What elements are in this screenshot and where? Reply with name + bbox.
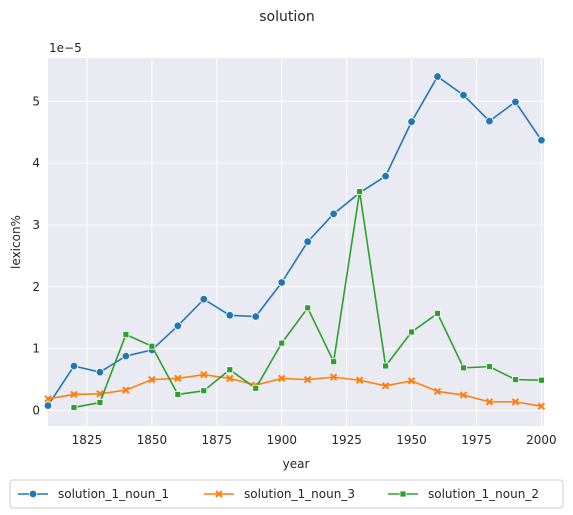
y-tick-label: 2: [32, 280, 40, 294]
data-point: [303, 237, 312, 246]
data-point: [381, 171, 390, 181]
legend-item: solution_1_noun_2: [388, 487, 539, 501]
data-point: [226, 374, 234, 383]
x-tick-label: 1875: [202, 433, 233, 447]
data-point: [122, 331, 130, 338]
data-point: [381, 382, 390, 390]
plot-area: [48, 58, 544, 426]
data-point: [173, 321, 183, 331]
y-tick-label: 0: [32, 404, 40, 418]
data-point: [226, 366, 234, 374]
y-axis-label: lexicon%: [9, 215, 23, 269]
series-layer: [43, 72, 546, 411]
y-tick-label: 5: [32, 94, 40, 108]
data-point: [44, 395, 52, 403]
data-point: [538, 376, 545, 384]
data-point: [486, 363, 493, 371]
data-point: [200, 370, 208, 379]
x-tick-label: 1950: [396, 433, 427, 447]
data-point: [148, 375, 156, 384]
data-point: [485, 116, 494, 126]
x-tick-label: 1925: [331, 433, 362, 447]
series-solution_1_noun_1: [43, 72, 546, 410]
x-tick-label: 1900: [266, 433, 297, 447]
data-point: [122, 386, 130, 394]
data-point: [407, 117, 416, 126]
data-point: [407, 377, 416, 385]
x-axis-label: year: [283, 457, 310, 471]
data-point: [460, 364, 467, 372]
data-point: [459, 90, 468, 100]
data-point: [330, 358, 338, 366]
data-point: [329, 373, 338, 381]
y-offset-label: 1e−5: [49, 41, 82, 55]
y-tick-label: 4: [32, 156, 40, 170]
data-point: [95, 367, 105, 377]
data-point: [303, 375, 312, 384]
legend-marker: [399, 490, 407, 498]
x-tick-label: 2000: [526, 433, 557, 447]
x-tick-label: 1825: [72, 433, 103, 447]
legend-item: solution_1_noun_3: [204, 487, 355, 501]
data-point: [252, 384, 260, 392]
series-solution_1_noun_2: [70, 188, 545, 411]
chart-title: solution: [259, 9, 314, 25]
data-point: [433, 387, 442, 396]
data-point: [148, 342, 156, 350]
data-point: [43, 401, 53, 410]
y-tick-label: 3: [32, 218, 40, 232]
data-point: [174, 374, 182, 383]
data-point: [537, 136, 546, 145]
data-point: [433, 72, 442, 81]
data-point: [459, 391, 468, 399]
legend-item: solution_1_noun_1: [18, 487, 169, 501]
data-point: [304, 304, 312, 312]
data-point: [225, 311, 234, 320]
data-point: [70, 390, 78, 399]
data-point: [251, 312, 260, 321]
data-point: [382, 362, 389, 370]
data-point: [199, 295, 209, 304]
y-tick-labels: 0 1 2 3 4 5: [32, 94, 40, 417]
data-point: [277, 278, 286, 287]
data-point: [511, 97, 520, 107]
x-tick-label: 1975: [461, 433, 492, 447]
series-solution_1_noun_3: [44, 370, 546, 410]
data-point: [278, 339, 286, 347]
data-point: [485, 398, 494, 406]
legend-label: solution_1_noun_3: [244, 487, 355, 501]
series-line: [47, 75, 543, 407]
legend: solution_1_noun_1 solution_1_noun_3 soluti…: [9, 479, 564, 509]
legend-marker: [215, 490, 223, 498]
y-tick-label: 1: [32, 342, 40, 356]
data-point: [174, 391, 182, 398]
legend-label: solution_1_noun_2: [428, 487, 539, 501]
data-point: [512, 376, 519, 384]
data-point: [69, 361, 79, 371]
data-point: [511, 398, 520, 406]
legend-frame: [9, 479, 564, 509]
data-point: [200, 387, 208, 395]
series-line: [47, 373, 542, 407]
data-point: [70, 404, 78, 411]
data-point: [356, 188, 364, 195]
x-tick-labels: 1825 1850 1875 1900 1925 1950 1975 2000: [72, 433, 557, 447]
data-point: [355, 376, 364, 384]
data-point: [434, 310, 441, 317]
data-point: [537, 402, 546, 410]
x-tick-label: 1850: [137, 433, 168, 447]
legend-marker: [28, 489, 38, 499]
data-point: [278, 374, 286, 383]
data-point: [408, 328, 415, 336]
data-point: [96, 399, 104, 406]
legend-label: solution_1_noun_1: [58, 487, 169, 501]
data-point: [121, 351, 131, 361]
data-point: [329, 209, 338, 219]
